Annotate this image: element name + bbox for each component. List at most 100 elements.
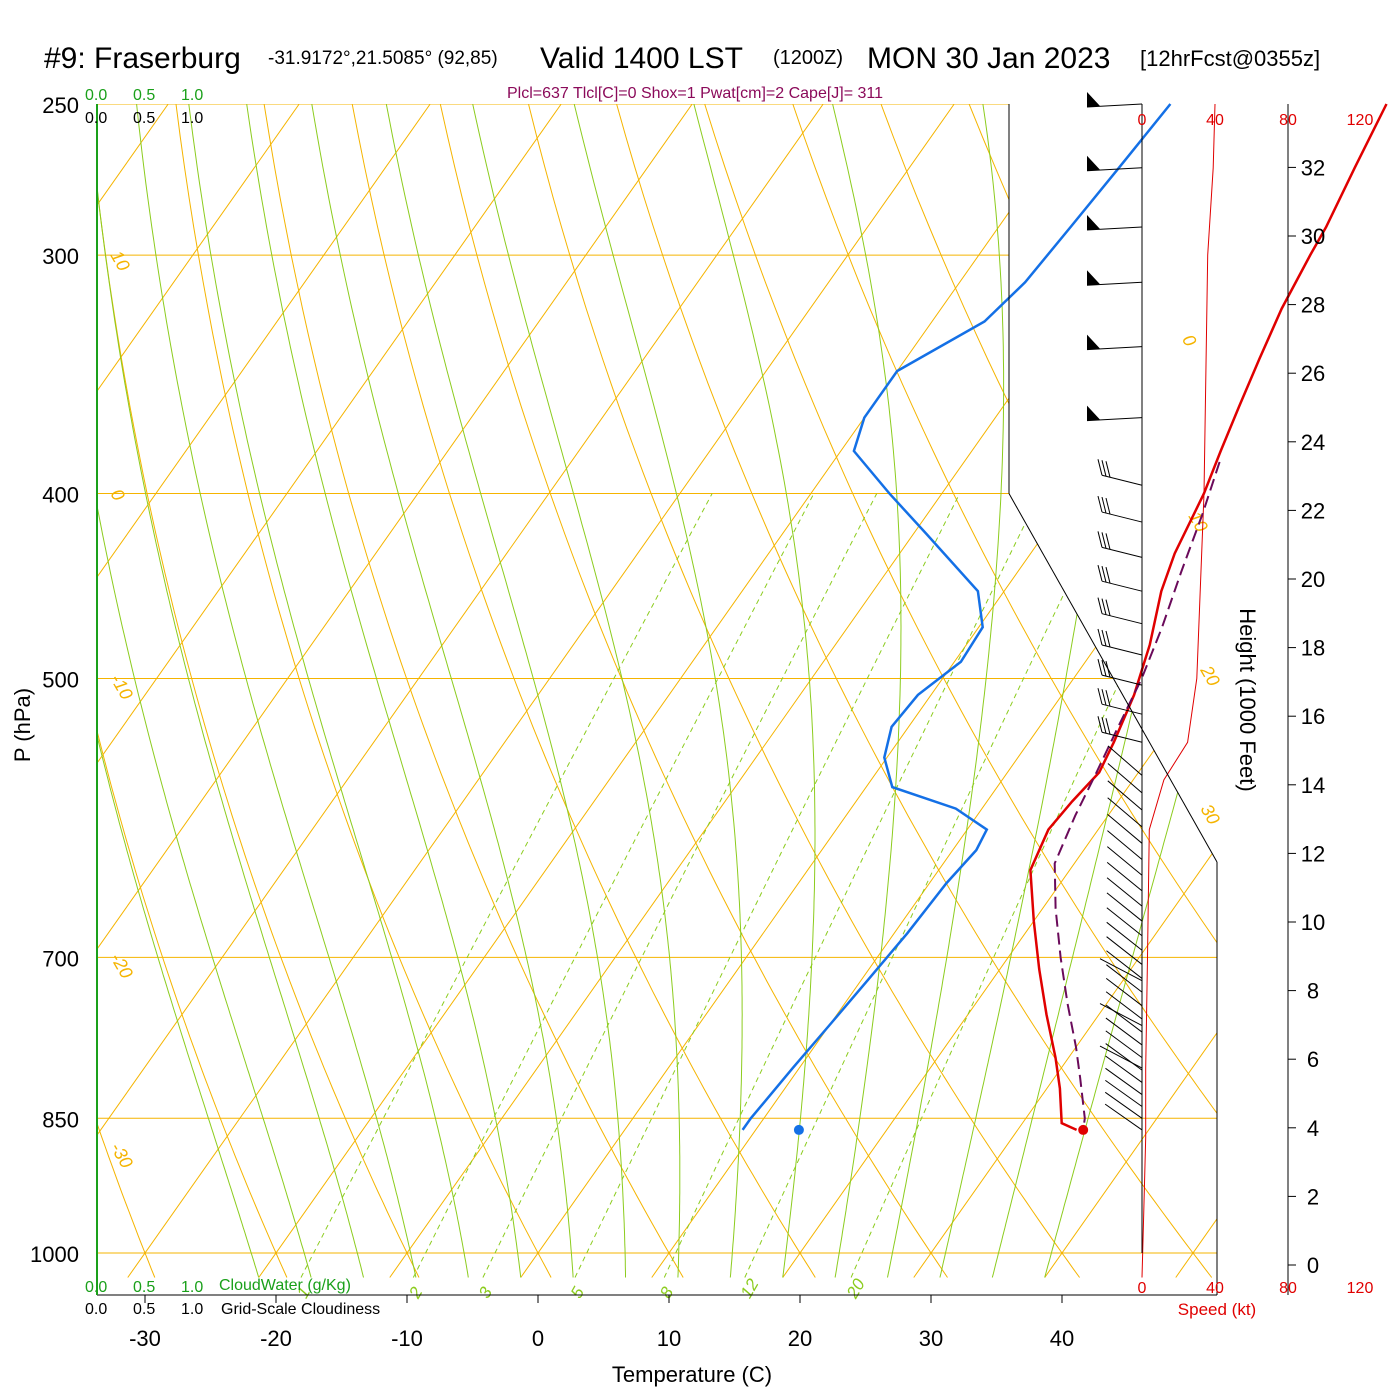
surface-dewpoint-marker xyxy=(793,1124,804,1135)
height-tick-label: 6 xyxy=(1307,1047,1319,1072)
wind-barb-flag xyxy=(1101,566,1107,583)
cloud-bottom-green-0: 0.0 xyxy=(85,1279,107,1296)
wind-barb xyxy=(1086,417,1143,422)
wind-barb xyxy=(1105,1043,1143,1071)
dry-adiabat xyxy=(616,104,1213,1278)
wind-barb xyxy=(1086,281,1143,286)
wind-barb-pennant xyxy=(1087,92,1100,107)
wind-barb xyxy=(1101,511,1143,523)
isotherm-line xyxy=(258,104,1086,1278)
wind-barb-flag xyxy=(1097,658,1103,676)
cloud-bottom-black-1: 0.5 xyxy=(133,1301,155,1318)
isotherm-label: 20 xyxy=(1196,661,1224,689)
mixing-ratio-line xyxy=(663,493,1041,1278)
mixing-ratio-line xyxy=(574,493,961,1278)
pressure-tick-label: 400 xyxy=(42,483,79,508)
pressure-tick-label: 500 xyxy=(42,668,79,693)
isotherm-line xyxy=(520,104,1217,1278)
height-tick-label: 30 xyxy=(1301,224,1325,249)
chart-series xyxy=(741,103,1388,1278)
parcel-line xyxy=(1053,461,1221,1131)
speed-bottom-120: 120 xyxy=(1347,1280,1374,1297)
cloud-top-green-2: 1.0 xyxy=(181,87,203,104)
wind-barb-flag xyxy=(1105,630,1111,648)
wind-barb xyxy=(1105,1030,1143,1059)
isotherm-line xyxy=(97,104,824,1278)
wind-barb xyxy=(1105,1017,1143,1046)
x-axis-title: Temperature (C) xyxy=(612,1362,772,1387)
isotherm-line xyxy=(97,104,693,1278)
dry-adiabat xyxy=(97,104,288,1278)
cloud-bottom-black-0: 0.0 xyxy=(85,1301,107,1318)
wind-barb-flag xyxy=(1097,688,1103,705)
pressure-tick-label: 250 xyxy=(42,93,79,118)
cloud-bottom-black-2: 1.0 xyxy=(181,1301,203,1318)
wind-barb xyxy=(1106,921,1143,951)
wind-barb xyxy=(1106,907,1143,937)
wind-barb xyxy=(1101,703,1143,715)
height-axis-title: Height (1000 Feet) xyxy=(1235,608,1260,791)
pressure-tick-label: 300 xyxy=(42,244,79,269)
wind-barb-flag xyxy=(1105,660,1111,678)
wind-barb-flag xyxy=(1101,496,1107,514)
wind-barb-flag xyxy=(1105,690,1111,707)
speed-bottom-40: 40 xyxy=(1206,1280,1224,1297)
cloud-top-black-0: 0.0 xyxy=(85,110,107,127)
dry-adiabat xyxy=(439,104,948,1278)
isotherm-line xyxy=(913,104,1217,1278)
dry-adiabat xyxy=(97,104,156,1278)
wind-barb xyxy=(1106,846,1143,876)
forecast-label: [12hrFcst@0355z] xyxy=(1140,46,1320,71)
pressure-tick-label: 850 xyxy=(42,1107,79,1132)
cloud-top-black-2: 1.0 xyxy=(181,110,203,127)
moist-adiabat xyxy=(97,104,260,1278)
wind-barb xyxy=(1106,950,1143,979)
dry-adiabat xyxy=(175,104,552,1278)
wind-barb xyxy=(1086,103,1143,108)
cloud-top-black-1: 0.5 xyxy=(133,110,155,127)
dry-adiabat xyxy=(1322,104,1400,1278)
moist-adiabat xyxy=(385,104,626,1278)
height-tick-label: 22 xyxy=(1301,498,1325,523)
surface-temp-marker xyxy=(1078,1124,1089,1135)
wind-barb-pennant xyxy=(1087,155,1100,171)
moist-adiabat xyxy=(246,104,522,1278)
dry-adiabat xyxy=(528,104,1081,1278)
isotherm-line xyxy=(97,104,300,1278)
wind-barb xyxy=(1101,546,1143,558)
wind-barb-pennant xyxy=(1087,334,1100,350)
diagram-lines xyxy=(97,104,1400,1278)
stability-indices: Plcl=637 Tlcl[C]=0 Shox=1 Pwat[cm]=2 Cap… xyxy=(507,85,883,102)
wind-barb xyxy=(1101,474,1143,486)
moist-adiabat xyxy=(188,104,469,1278)
wind-barb-flag xyxy=(1101,629,1107,647)
mixing-ratio-label: 2 xyxy=(405,1283,427,1302)
isotherm-label: -10 xyxy=(107,671,137,704)
x-tick-label: -20 xyxy=(260,1326,292,1351)
height-tick-label: 8 xyxy=(1307,979,1319,1004)
wind-barb-flag xyxy=(1097,716,1103,733)
dry-adiabat xyxy=(704,104,1217,1278)
dry-adiabat xyxy=(880,104,1217,1278)
wind-speed-line xyxy=(1141,103,1216,1278)
station-coords: -31.9172°,21.5085° (92,85) xyxy=(268,48,498,69)
moist-adiabat xyxy=(573,104,743,1278)
dry-adiabat xyxy=(1144,104,1217,1278)
moist-adiabat xyxy=(832,104,902,1278)
mixing-ratio-line xyxy=(850,493,1208,1278)
wind-barb-flag xyxy=(1105,461,1111,478)
dry-adiabat xyxy=(1056,104,1217,1278)
x-tick-label: 10 xyxy=(657,1326,681,1351)
isotherm-label: -30 xyxy=(107,1139,137,1172)
wind-barb xyxy=(1086,167,1143,172)
wind-barb-flag xyxy=(1097,628,1103,646)
dry-adiabat xyxy=(263,104,684,1278)
isotherm-label: 10 xyxy=(1185,508,1212,535)
x-tick-label: 30 xyxy=(919,1326,943,1351)
speed-bottom-80: 80 xyxy=(1279,1280,1297,1297)
height-tick-label: 26 xyxy=(1301,361,1325,386)
moist-adiabat xyxy=(887,104,1005,1278)
height-tick-label: 32 xyxy=(1301,155,1325,180)
wind-barb xyxy=(1106,936,1143,965)
dewpoint-line xyxy=(741,103,1172,1131)
